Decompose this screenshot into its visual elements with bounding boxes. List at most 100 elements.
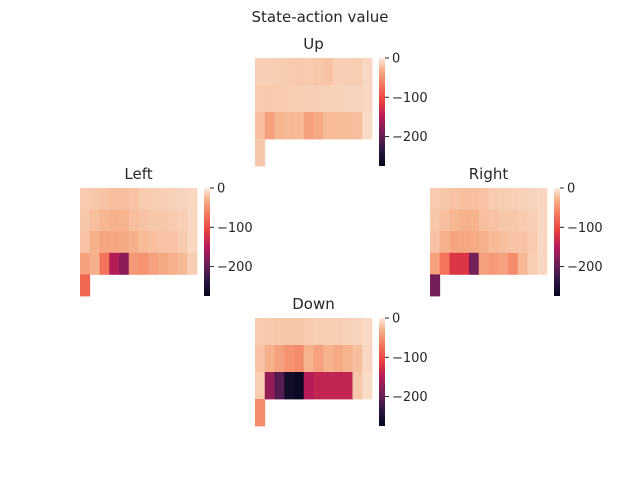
cell-right-r1-c2 (449, 209, 460, 232)
cell-up-r1-c4 (294, 85, 305, 113)
cell-up-r2-c5 (303, 112, 314, 140)
cell-left-r1-c2 (99, 209, 110, 232)
cell-up-r2-c0 (255, 112, 266, 140)
cell-left-r1-c9 (167, 209, 178, 232)
heatmap-down: Down 0 −100 −200 (255, 295, 428, 427)
cell-left-r2-c10 (177, 231, 188, 254)
cell-down-r1-c11 (362, 345, 373, 373)
cell-up-r3-c0 (255, 139, 266, 167)
colorbar-tick-label: −200 (392, 390, 428, 405)
cell-left-r1-c4 (119, 209, 130, 232)
colorbar-tick-label: −100 (392, 91, 428, 106)
cell-up-r1-c3 (284, 85, 295, 113)
cell-left-r1-c11 (187, 209, 198, 232)
cell-up-r0-c3 (284, 58, 295, 86)
cell-right-r0-c4 (469, 188, 480, 210)
cell-right-r2-c4 (469, 231, 480, 254)
cell-left-r1-c6 (138, 209, 149, 232)
cell-right-r3-c8 (508, 252, 519, 275)
cell-left-r1-c1 (89, 209, 100, 232)
cell-left-r0-c11 (187, 188, 198, 210)
cell-left-r2-c2 (99, 231, 110, 254)
cell-down-r1-c5 (303, 345, 314, 373)
cell-down-r1-c4 (294, 345, 305, 373)
colorbar-tick-label: 0 (567, 182, 575, 197)
cell-up-r2-c7 (323, 112, 334, 140)
cell-right-r3-c3 (459, 252, 470, 275)
cell-right-r1-c10 (527, 209, 538, 232)
cell-up-r1-c7 (323, 85, 334, 113)
cell-right-r2-c11 (537, 231, 548, 254)
cell-right-r2-c9 (517, 231, 528, 254)
cell-right-r0-c10 (527, 188, 538, 210)
cell-right-r2-c1 (439, 231, 450, 254)
cell-down-r1-c7 (323, 345, 334, 373)
cell-left-r1-c3 (109, 209, 120, 232)
cell-down-r2-c10 (352, 372, 363, 400)
cell-down-r0-c8 (333, 318, 344, 346)
cell-down-r0-c7 (323, 318, 334, 346)
cell-right-r1-c1 (439, 209, 450, 232)
cell-up-r2-c9 (342, 112, 353, 140)
cell-right-r3-c5 (478, 252, 489, 275)
cell-left-r0-c5 (128, 188, 139, 210)
cell-left-r0-c8 (158, 188, 169, 210)
cell-left-r3-c7 (148, 252, 159, 275)
cell-right-r3-c11 (537, 252, 548, 275)
cell-left-r3-c9 (167, 252, 178, 275)
cell-right-r3-c4 (469, 252, 480, 275)
cell-up-r1-c11 (362, 85, 373, 113)
cell-left-r2-c0 (80, 231, 91, 254)
cell-right-r0-c0 (430, 188, 441, 210)
colorbar-up (379, 58, 385, 166)
cell-left-r3-c5 (128, 252, 139, 275)
cell-down-r0-c9 (342, 318, 353, 346)
cell-right-r1-c3 (459, 209, 470, 232)
colorbar-tick-label: 0 (217, 182, 225, 197)
cell-down-r0-c2 (274, 318, 285, 346)
cell-right-r0-c8 (508, 188, 519, 210)
cell-left-r3-c6 (138, 252, 149, 275)
cell-up-r0-c4 (294, 58, 305, 86)
cell-right-r2-c7 (498, 231, 509, 254)
cell-down-r2-c9 (342, 372, 353, 400)
cell-up-r1-c5 (303, 85, 314, 113)
cell-right-r1-c6 (488, 209, 499, 232)
cell-right-r3-c0 (430, 252, 441, 275)
colorbar-tick-label: −100 (392, 351, 428, 366)
cell-right-r2-c2 (449, 231, 460, 254)
cell-right-r2-c3 (459, 231, 470, 254)
cell-left-r3-c2 (99, 252, 110, 275)
cell-down-r1-c0 (255, 345, 266, 373)
cell-right-r3-c2 (449, 252, 460, 275)
colorbar-right (554, 188, 560, 296)
cell-right-r3-c7 (498, 252, 509, 275)
cell-left-r3-c11 (187, 252, 198, 275)
cell-down-r1-c10 (352, 345, 363, 373)
cell-left-r2-c4 (119, 231, 130, 254)
cell-right-r1-c11 (537, 209, 548, 232)
cell-up-r2-c8 (333, 112, 344, 140)
cell-left-r0-c3 (109, 188, 120, 210)
cell-down-r2-c6 (313, 372, 324, 400)
cell-up-r1-c1 (264, 85, 275, 113)
figure-title: State-action value (251, 8, 388, 26)
colorbar-tick-label: 0 (392, 312, 400, 327)
cell-left-r0-c2 (99, 188, 110, 210)
cell-left-r0-c10 (177, 188, 188, 210)
cell-left-r3-c8 (158, 252, 169, 275)
cell-down-r0-c3 (284, 318, 295, 346)
cell-left-r0-c9 (167, 188, 178, 210)
cell-right-r3-c10 (527, 252, 538, 275)
cell-down-r0-c0 (255, 318, 266, 346)
cell-down-r2-c2 (274, 372, 285, 400)
cell-up-r1-c0 (255, 85, 266, 113)
cell-right-r0-c9 (517, 188, 528, 210)
cell-up-r0-c10 (352, 58, 363, 86)
cell-right-r1-c0 (430, 209, 441, 232)
cell-right-r0-c3 (459, 188, 470, 210)
cell-up-r0-c1 (264, 58, 275, 86)
colorbar-down (379, 318, 385, 426)
cell-up-r2-c10 (352, 112, 363, 140)
panel-title-up: Up (303, 35, 324, 53)
